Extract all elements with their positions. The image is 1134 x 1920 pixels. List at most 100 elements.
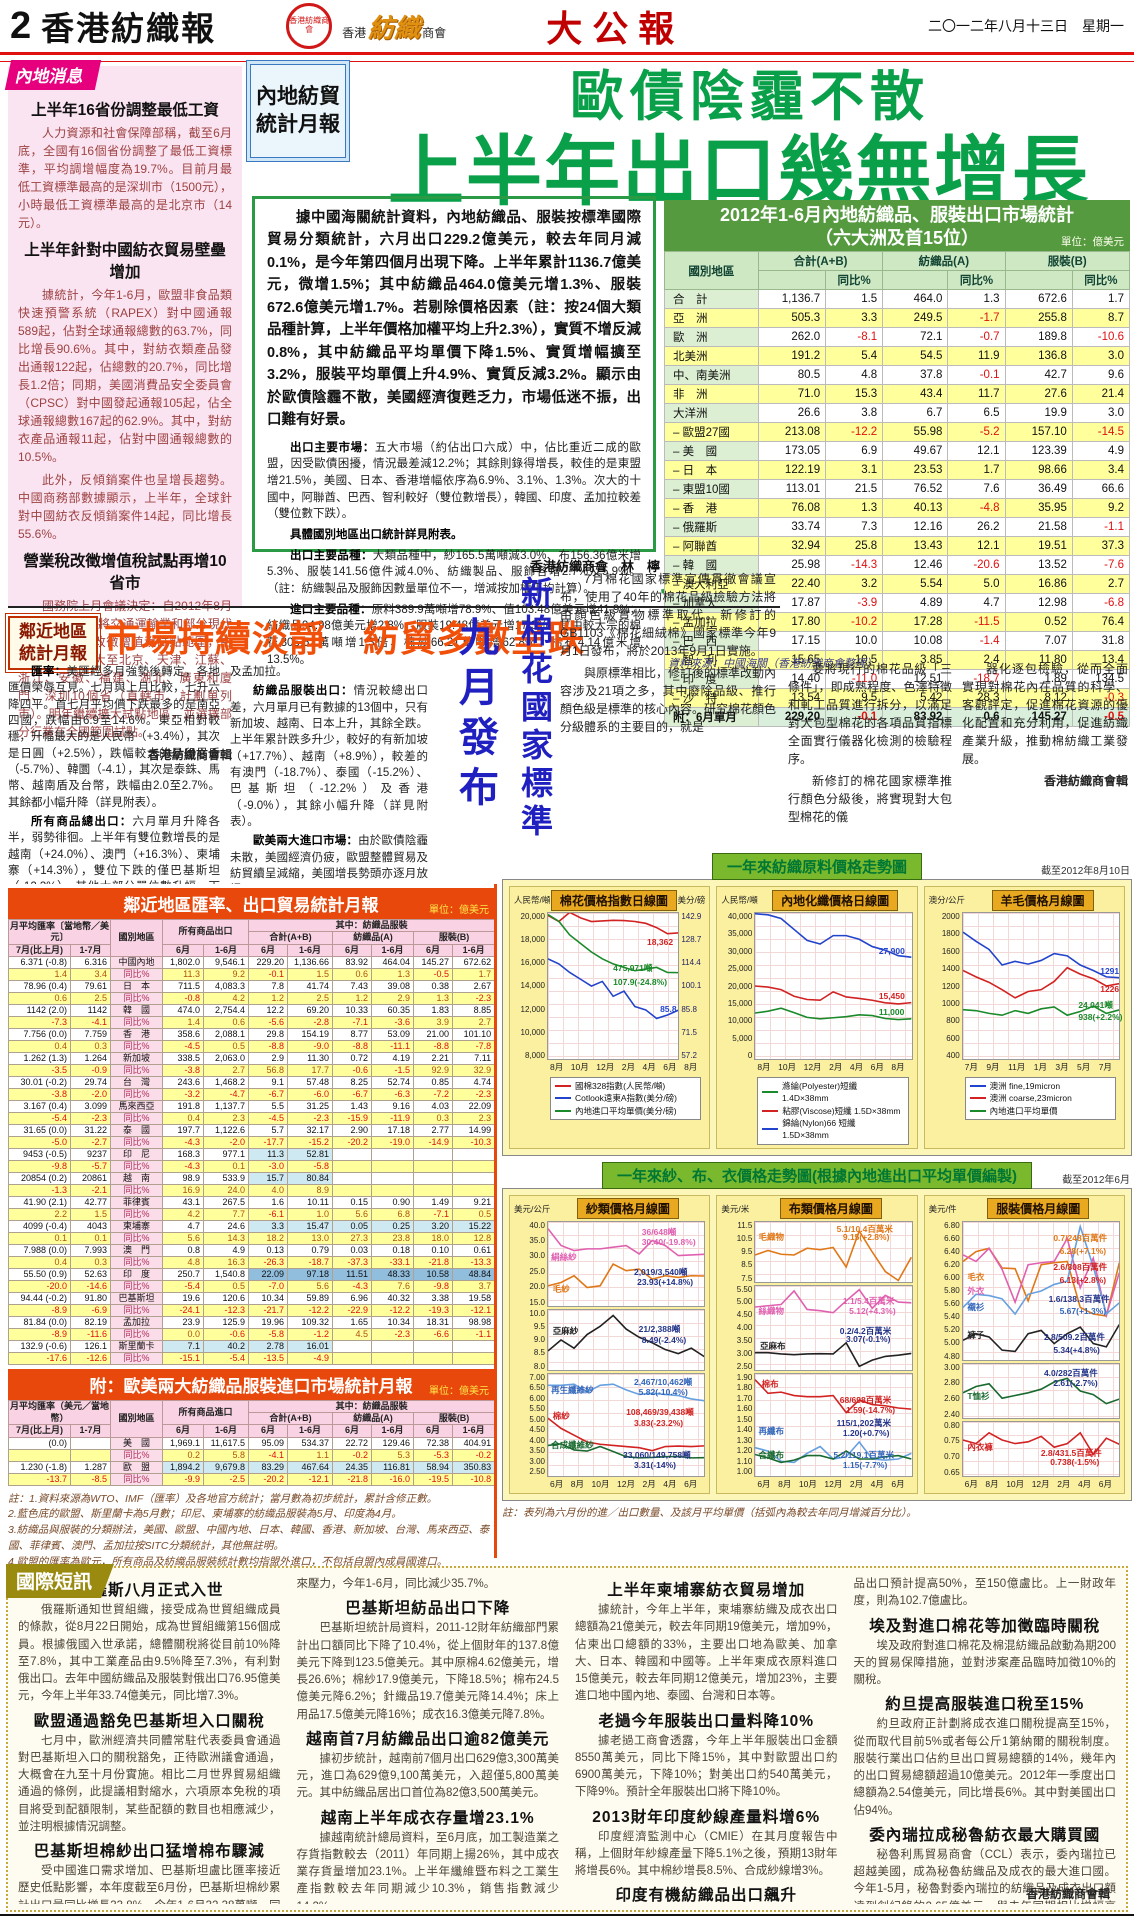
table-row: -5.0 -2.7 同比% -4.3 -2.0 -17.7 -15.2 -20.2 -19.0-… <box>8 1135 496 1149</box>
export-table-body: 合 計 1,136.7 1.5 464.0 1.3 672.6 1.7 亞 洲 505.3 3.3… <box>664 289 1131 727</box>
brief-headline: 俄羅斯八月正式入世 <box>74 1582 224 1599</box>
chart-annotation: 5.1/10.4百萬米 <box>836 1223 893 1234</box>
chart-annotation: 107.9(-24.8%) <box>613 976 668 987</box>
table-row: 同比% 0.2 5.8 -4.1 1.1 -0.2 5.3 -5.3 -0.2 <box>8 1448 496 1462</box>
export-table-title-line2: （六大洲及首15位） <box>814 227 980 248</box>
table-row: 94.44 (-0.2) 91.80 巴基斯坦 19.6 120.6 10.34 59.89… <box>8 1291 496 1305</box>
plot-area: T恤衫 4.0/282百萬件 2.61(-2.7%) <box>961 1362 1120 1419</box>
chart-annotation: 9.15(+2.8%) <box>842 1232 890 1243</box>
table-row: 4099 (-0.4) 4043 柬埔寨 4.7 24.6 3.3 15.47 0.05 0.2… <box>8 1219 496 1233</box>
charts-zone: 一年來紡織原料價格走勢圖 截至2012年8月10日 人民幣/噸 棉花價格指數日線圖… <box>502 853 1132 1520</box>
paragraph: 出口主要品種：大類品種中，紗165.5萬噸減3.0%、布156.36億米增5.3… <box>267 549 642 596</box>
col-jun: 6月 <box>332 1424 373 1438</box>
table-row: 附：6月單月 229.20 -0.1 83.92 0.6 145.27 -0.5 <box>664 707 1131 727</box>
cotton-price-chart: 人民幣/噸 棉花價格指數日線圖 美分/磅 20,000 18,000 16,000 14,0… <box>509 886 711 1149</box>
brief-headline: 約旦提高服裝進口稅至15% <box>885 1696 1085 1714</box>
market-article-col1: 匯率：美匯經多月強勢後轉定，各地匯價榮辱互見。七月與上月比較，七升六降四平。首七… <box>8 664 220 884</box>
raw-material-charts-panel: 人民幣/噸 棉花價格指數日線圖 美分/磅 20,000 18,000 16,000 14,0… <box>502 879 1132 1156</box>
table-row: (0.0) 美 國 1,969.1 11,617.5 95.09 534.37 22.72 1… <box>8 1436 496 1450</box>
chart-annotation: 亞麻布 <box>760 1341 786 1352</box>
chart-annotation: 8.49(-2.4%) <box>641 1334 687 1345</box>
col-jun: 6月 <box>162 1424 205 1438</box>
chart-annotation: 2,467/10,462噸 <box>633 1376 693 1387</box>
chamber-name-left: 香港 <box>342 25 367 40</box>
table-row: 歐 洲 262.0 -8.1 72.1 -0.7 189.8 -10.6 <box>664 327 1131 347</box>
col-clothing: 服裝(B) <box>1004 251 1131 271</box>
paragraph: 匯率：美匯經多月強勢後轉定，各地匯價榮辱互見。七月與上月比較，七升六降四平。首七… <box>8 666 220 809</box>
footnote: 2.藍色底的歐盟、斯里蘭卡為5月數；印尼、柬埔寨的紡織品服裝為5月、印度為4月。 <box>8 1508 402 1521</box>
chamber-name-logo: 紡織 <box>368 12 421 43</box>
table-row: 0.4 0.3 同比% -4.5 0.5 -8.8 -9.0 -8.8 -11.1 -8.8 -7.… <box>8 1039 496 1053</box>
main-article-byline: 香港紡織商會 林 檸 <box>529 559 660 574</box>
chart-annotation: 1.6/138.3百萬件 <box>1048 1293 1110 1304</box>
col-jun: 6月 <box>248 943 289 957</box>
brief-paragraph: 埃及政府對進口棉花及棉混紡織品啟動為期200天的貿易保障措施，並對涉案產品臨時加… <box>853 1639 1117 1687</box>
chart-annotation: 毛織物 <box>758 1231 784 1242</box>
chart-title: 服裝價格月線圖 <box>987 1198 1090 1220</box>
brief-headline: 上半年16省份調整最低工資 <box>31 102 219 119</box>
panel1-header: 一年來紡織原料價格走勢圖 截至2012年8月10日 <box>502 853 1132 880</box>
inland-news-column: 內地消息 上半年16省份調整最低工資 人力資源和社會保障部稱，截至6月底，全國有1… <box>4 60 242 762</box>
table-row: – 智 利 15.65 10.5 3.85 2.4 11.80 13.4 <box>664 650 1131 670</box>
attached-table-body: (0.0) 美 國 1,969.1 11,617.5 95.09 534.37 22.72 1… <box>8 1436 496 1486</box>
page-bottom-rule <box>0 1914 1134 1916</box>
chart-annotation: 5.82(-10.4%) <box>638 1386 688 1397</box>
chart-annotation: 2.8/431.5百萬件 <box>1040 1447 1102 1458</box>
col-jun: 6月 <box>413 1424 454 1438</box>
fx-export-table: 月平均匯率〔當地幣／美元〕 國別地區 所有商品出口 其中：紡織品服裝 合計(A+… <box>7 918 496 1365</box>
plot-area: 毛織物 5.1/10.4百萬米 9.15(+2.8%) <box>754 1220 913 1283</box>
col-region: 國別地區 <box>110 1399 164 1438</box>
paragraph: 具體國別地區出口統計詳見附表。 <box>290 529 463 542</box>
chart-annotation: 33,060/149,758噸 <box>623 1450 691 1461</box>
chart-annotation: 2.61(-2.7%) <box>1053 1378 1098 1388</box>
chart-annotation: 毛紗 <box>552 1283 570 1294</box>
table-row: 31.65 (0.0) 31.22 泰 國 197.7 1,122.6 5.7 32.17 2… <box>8 1123 496 1137</box>
col-jun: 6月 <box>413 943 454 957</box>
yarn-fabric-garment-charts-panel: 美元/公斤 紗類價格月線圖 40.0 35.0 30.0 25.0 20.0 15.0 絹絲紗毛… <box>502 1187 1132 1501</box>
brief-headline: 委內瑞拉成秘魯紡衣最大購買國 <box>869 1826 1101 1844</box>
chart-annotation: 36/648噸 <box>641 1226 677 1237</box>
chart-annotation: 1226 <box>1100 983 1120 994</box>
chart-title: 羊毛價格月線圖 <box>991 889 1094 911</box>
export-table: 國別地區 合計(A+B) 紡織品(A) 服裝(B) 同比% 同比% 同比% 合 … <box>664 251 1131 727</box>
chart-annotation: 合纖布 <box>758 1450 784 1461</box>
briefs-col3: 上半年柬埔寨紡衣貿易增加 據統計，今年上半年，柬埔寨紡織及成衣出口總額為21億美元… <box>575 1576 838 1904</box>
chart-annotation: 0.2/4.2百萬米 <box>839 1325 892 1336</box>
col-region: 國別地區 <box>110 919 164 957</box>
chart-annotation: 11,000 <box>878 1007 905 1018</box>
table-row: 0.6 2.5 同比% -0.8 4.2 1.2 2.5 1.2 2.9 1.3 -2.3 <box>8 991 496 1005</box>
table-row: 78.96 (0.4) 79.61 日 本 711.5 4,083.3 7.8 41.74 7… <box>8 979 496 993</box>
brief-headline: 營業稅改徵增值稅試點再增10省市 <box>23 553 227 592</box>
chart-annotation: 24,041噸 <box>1078 999 1113 1010</box>
briefs-col1: 俄羅斯八月正式入世 俄羅斯通知世貿組織，接受成為世貿組織成員的條款，從8月22日開… <box>18 1576 281 1904</box>
fx-table-title: 鄰近地區匯率、出口貿易統計月報 單位：億美元 <box>8 888 494 919</box>
masthead: 大公報 <box>546 8 685 50</box>
chart-annotation: 5.2/119.1百萬米 <box>833 1450 894 1461</box>
brief-paragraph: 巴基斯坦統計局資料，2011-12財年紡織部門累計出口額同比下降了10.4%，從… <box>296 1622 560 1721</box>
chart-annotation: 68/698百萬米 <box>839 1395 892 1406</box>
chart-annotation: 亞麻紗 <box>552 1325 579 1336</box>
col-jan-jun: 1-6月 <box>287 943 334 957</box>
col-yoy: 同比% <box>1071 270 1131 290</box>
table-row: 亞 洲 505.3 3.3 249.5 -1.7 255.8 8.7 <box>664 308 1131 328</box>
table-row: -9.8 -5.7 同比% -4.3 0.1 -3.0 -5.8 <box>8 1159 496 1173</box>
vertical-divider <box>494 884 497 1558</box>
table-row: – 孟加拉 17.80 -10.2 17.28 -11.5 0.52 76.4 <box>664 612 1131 632</box>
table-row: 0.1 0.1 同比% 5.6 14.3 18.2 13.0 27.3 23.8 18.0 12.8 <box>8 1231 496 1245</box>
chart-annotation: 3.31(-14%) <box>633 1460 677 1471</box>
chart-annotation: 0.738(-1.5%) <box>1050 1456 1100 1467</box>
brief-headline: 巴基斯坦紡品出口下降 <box>345 1600 511 1618</box>
chart-annotation: 85.8 <box>660 1004 677 1015</box>
brief-headline: 越南上半年成衣存量增23.1% <box>320 1809 535 1827</box>
brief-paragraph: 秘魯利馬貿易商會（CCL）表示，委內瑞拉已超越美國，成為秘魯紡織品及成衣的最大進… <box>853 1848 1117 1904</box>
chart-annotation: 再生纖維紗 <box>551 1384 594 1395</box>
col-textiles: 紡織品(A) <box>882 251 1006 271</box>
chart-annotation: 棉布 <box>761 1378 779 1389</box>
col-textiles: 紡織品(A) <box>332 931 415 945</box>
col-jun: 6月 <box>162 943 205 957</box>
issue-date: 二〇一二年八月十三日 星期一 <box>928 18 1124 34</box>
chart-legend: 澳洲 fine,19micron 澳洲 coarse,23micron 內地進口平均… <box>964 1077 1116 1120</box>
col-textile-clothing: 其中：紡織品服裝 <box>248 1399 496 1414</box>
brief-headline: 上半年柬埔寨紡衣貿易增加 <box>607 1582 806 1599</box>
chamber-name-right: 商會 <box>422 25 447 40</box>
